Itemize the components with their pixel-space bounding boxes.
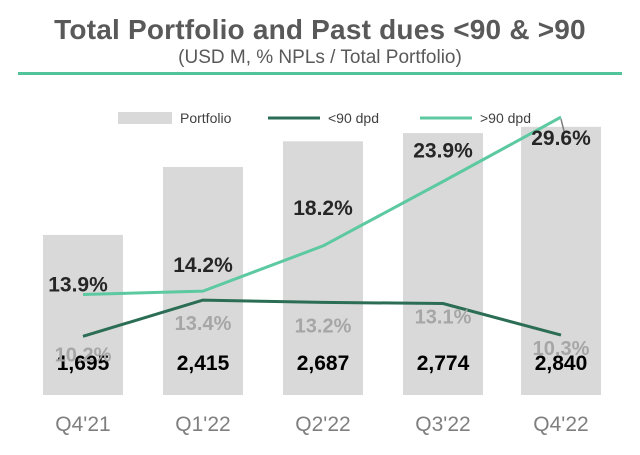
portfolio-bar bbox=[283, 141, 363, 395]
x-axis-label: Q2'22 bbox=[295, 413, 350, 436]
chart-subtitle: (USD M, % NPLs / Total Portfolio) bbox=[178, 47, 462, 68]
gt90-pct-label: 14.2% bbox=[173, 254, 233, 277]
legend-label-gt90: >90 dpd bbox=[480, 110, 531, 126]
portfolio-bar bbox=[403, 133, 483, 395]
gt90-pct-label: 23.9% bbox=[413, 140, 473, 163]
lt90-pct-label: 13.2% bbox=[295, 315, 352, 337]
lt90-pct-label: 10.2% bbox=[55, 344, 112, 366]
legend-label-portfolio: Portfolio bbox=[180, 110, 232, 126]
portfolio-value-label: 1,695 bbox=[57, 352, 110, 375]
lt90-pct-label: 13.4% bbox=[175, 313, 232, 335]
lt90-pct-label: 10.3% bbox=[533, 338, 590, 360]
x-axis-label: Q1'22 bbox=[175, 413, 230, 436]
gt90-pct-label: 18.2% bbox=[293, 197, 353, 220]
title-divider bbox=[18, 72, 622, 75]
portfolio-value-label: 2,774 bbox=[417, 352, 470, 375]
gt90-pct-label: 13.9% bbox=[48, 273, 108, 296]
chart-title: Total Portfolio and Past dues <90 & >90 bbox=[54, 14, 586, 45]
portfolio-value-label: 2,687 bbox=[297, 352, 350, 375]
portfolio-bar bbox=[521, 126, 601, 395]
gt90-dpd-line bbox=[82, 115, 562, 296]
x-axis-label: Q4'21 bbox=[55, 413, 110, 436]
portfolio-value-label: 2,840 bbox=[535, 352, 588, 375]
gt90-leader-line bbox=[560, 118, 565, 132]
x-axis-label: Q3'22 bbox=[415, 413, 470, 436]
gt90-pct-label: 29.6% bbox=[531, 127, 591, 150]
portfolio-bar bbox=[43, 234, 123, 395]
lt90-pct-label: 13.1% bbox=[415, 307, 472, 329]
lt90-dpd-line bbox=[82, 298, 562, 338]
legend-label-lt90: <90 dpd bbox=[328, 110, 379, 126]
portfolio-value-label: 2,415 bbox=[177, 352, 230, 375]
legend-swatch-portfolio bbox=[118, 112, 172, 124]
x-axis-label: Q4'22 bbox=[533, 413, 588, 436]
legend: Portfolio <90 dpd >90 dpd bbox=[118, 110, 531, 126]
